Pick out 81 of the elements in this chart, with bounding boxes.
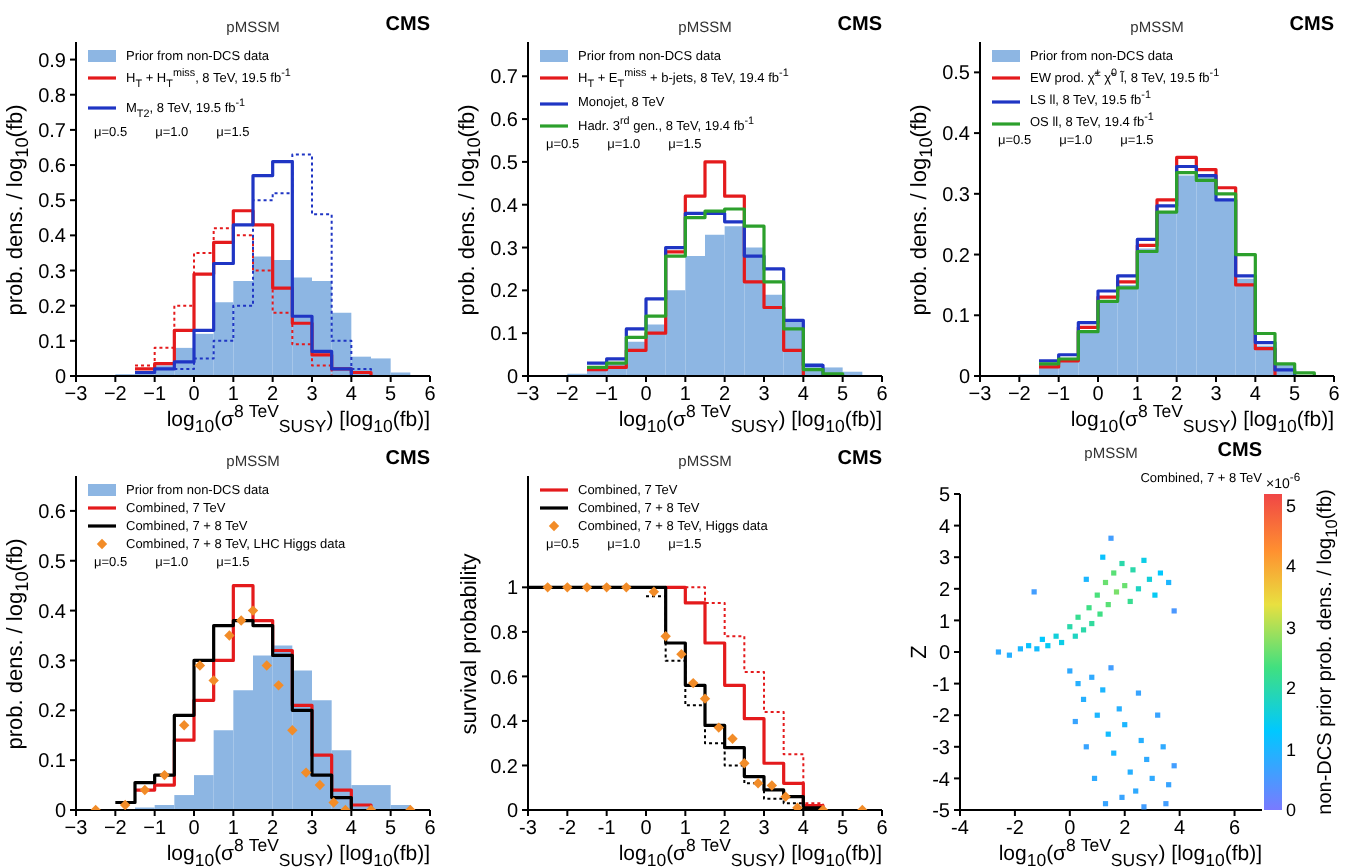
- chart-title: CMS: [385, 448, 430, 470]
- y-tick-label: 0.4: [490, 195, 519, 218]
- x-tick-label: −1: [143, 384, 167, 407]
- y-tick-label: 0.6: [38, 156, 67, 179]
- y-tick-label: 0: [506, 367, 519, 390]
- y-axis-title: survival probability: [458, 552, 482, 734]
- x-tick-label: −2: [103, 818, 128, 841]
- color-bar-label: 1: [1286, 737, 1297, 762]
- y-tick-label: 0.6: [38, 502, 67, 524]
- y-tick-label: 0.3: [38, 651, 67, 674]
- chart-title: CMS: [837, 448, 882, 470]
- x-tick-label: -1: [597, 818, 617, 841]
- y-tick-label: 4: [938, 516, 951, 539]
- color-bar-label: 2: [1286, 676, 1297, 701]
- y-tick-label: 0.1: [38, 331, 67, 354]
- y-tick-label: 0: [938, 643, 951, 666]
- y-tick-label: 0.1: [942, 306, 971, 329]
- x-tick-label: −3: [516, 384, 541, 407]
- y-tick-label: 0.7: [38, 120, 67, 143]
- y-tick-label: 0.1: [38, 751, 67, 774]
- y-tick-label: 0: [958, 367, 971, 390]
- x-tick-label: 6: [876, 384, 889, 407]
- y-tick-label: 0.8: [38, 85, 67, 108]
- y-tick-label: 1: [506, 578, 519, 601]
- y-tick-label: 0.4: [490, 712, 519, 735]
- y-axis-title: Z: [908, 645, 932, 659]
- y-tick-label: 0.4: [38, 226, 67, 249]
- y-tick-label: 0.5: [490, 153, 519, 175]
- x-tick-label: -2: [558, 818, 578, 841]
- y-tick-label: 0.2: [490, 756, 519, 779]
- x-tick-label: 6: [876, 818, 889, 841]
- color-bar-label: 0: [1286, 798, 1297, 822]
- y-tick-label: 0.6: [490, 667, 519, 690]
- x-tick-label: −1: [595, 384, 619, 407]
- y-tick-label: 0.6: [490, 110, 519, 133]
- color-bar-label: 4: [1286, 554, 1297, 579]
- y-tick-label: 0.4: [942, 124, 971, 147]
- x-tick-label: −2: [555, 384, 580, 407]
- y-tick-label: 0.7: [490, 67, 519, 90]
- y-tick-label: 0.2: [38, 296, 67, 319]
- color-bar-label: 5: [1286, 494, 1297, 519]
- x-tick-label: 6: [424, 384, 437, 407]
- y-tick-label: 0.8: [490, 622, 519, 645]
- x-tick-label: −1: [1047, 384, 1071, 407]
- x-tick-label: −3: [64, 818, 89, 841]
- y-tick-label: -2: [932, 706, 951, 729]
- color-bar-label: 3: [1286, 615, 1297, 640]
- y-tick-label: 0.4: [38, 601, 67, 624]
- x-tick-label: −2: [103, 384, 128, 407]
- y-tick-label: 2: [938, 579, 951, 602]
- y-tick-label: 0.9: [38, 50, 67, 73]
- y-tick-label: 0.2: [942, 245, 971, 268]
- y-tick-label: -1: [932, 674, 951, 697]
- chart-title: CMS: [1289, 14, 1334, 36]
- x-tick-label: −3: [64, 384, 89, 407]
- y-tick-label: 0.2: [38, 701, 67, 724]
- y-tick-label: 0.5: [38, 551, 67, 574]
- y-tick-label: 3: [938, 548, 951, 571]
- x-tick-label: 6: [424, 818, 437, 841]
- y-tick-label: 0.2: [490, 281, 519, 304]
- y-tick-label: 0.5: [942, 63, 971, 86]
- y-tick-label: 0.3: [490, 238, 519, 261]
- y-tick-label: -4: [932, 769, 951, 792]
- x-tick-label: 6: [1328, 384, 1341, 407]
- y-tick-label: 0: [54, 367, 67, 390]
- y-tick-label: 0.1: [490, 324, 519, 347]
- chart-title: CMS: [385, 14, 430, 36]
- y-tick-label: 0.3: [942, 184, 971, 207]
- y-tick-label: -5: [932, 801, 951, 824]
- x-tick-label: −3: [968, 384, 993, 407]
- chart-title: CMS: [837, 14, 882, 36]
- y-tick-label: 0: [506, 801, 519, 824]
- y-tick-label: -3: [932, 737, 951, 760]
- chart-title: CMS: [1217, 440, 1262, 462]
- y-tick-label: 1: [938, 611, 951, 634]
- y-tick-label: 0: [54, 801, 67, 824]
- y-tick-label: 0.5: [38, 191, 67, 214]
- x-tick-label: −2: [1007, 384, 1032, 407]
- y-tick-label: 0.3: [38, 261, 67, 284]
- y-tick-label: 5: [938, 485, 951, 508]
- x-tick-label: −1: [143, 818, 167, 841]
